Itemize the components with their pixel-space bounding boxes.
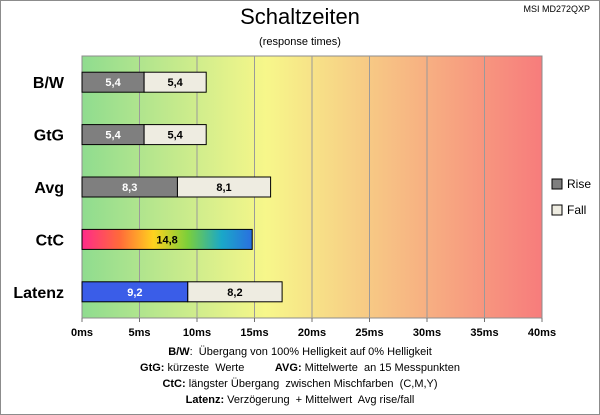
data-label: 14,8 [156, 234, 177, 246]
category-label: CtC [36, 232, 65, 249]
category-label: Avg [34, 180, 64, 197]
category-label: Latenz [13, 285, 64, 302]
x-tick-label: 0ms [71, 327, 93, 339]
data-label: 5,4 [168, 77, 184, 89]
footnote-text: Verzögerung + Mittelwert Avg rise/fall [224, 394, 415, 406]
legend-swatch-rise [551, 178, 563, 190]
footnote-gtg-avg: GtG: kürzeste Werte AVG: Mittelwerte an … [0, 360, 600, 376]
data-label: 5,4 [105, 77, 121, 89]
footnote-key: B/W [168, 346, 190, 358]
data-label: 5,4 [168, 130, 184, 142]
footnote-key: Latenz: [185, 394, 225, 406]
x-tick-label: 40ms [528, 327, 556, 339]
x-tick-label: 35ms [470, 327, 498, 339]
legend-label-fall: Fall [567, 203, 586, 217]
footnote-text: Mittelwerte an 15 Messpunkten [301, 362, 460, 374]
x-tick-label: 25ms [355, 327, 383, 339]
x-tick-label: 5ms [128, 327, 150, 339]
footnote-key: AVG: [274, 362, 302, 374]
x-tick-label: 15ms [240, 327, 268, 339]
legend-swatch-fall [551, 204, 563, 216]
data-label: 5,4 [105, 130, 121, 142]
chart-subtitle: (response times) [259, 36, 341, 48]
data-label: 9,2 [127, 287, 142, 299]
footnote-key: GtG: [140, 362, 165, 374]
bar-rise-ctc [81, 228, 253, 250]
response-time-chart: 5,4 5,4 5,4 5,4 8,3 8,1 14,8 9,2 8,2 0ms 5ms 10ms 1… [13, 55, 591, 339]
legend-label-rise: Rise [567, 177, 591, 191]
footnote-text: kürzeste Werte [164, 362, 275, 374]
category-label: B/W [33, 75, 65, 92]
footnote-ctc: CtC: längster Übergang zwischen Mischfar… [0, 376, 600, 392]
x-tick-label: 10ms [183, 327, 211, 339]
bar-fall-bw [143, 71, 207, 93]
model-label: MSI MD272QXP [523, 4, 590, 14]
footnote-text: längster Übergang zwischen Mischfarben (… [185, 378, 438, 390]
category-label: GtG [34, 128, 64, 145]
bar-fall-latenz [187, 281, 283, 303]
footnote-key: CtC: [162, 378, 186, 390]
footnote-text: : Übergang von 100% Helligkeit auf 0% He… [189, 346, 432, 358]
data-label: 8,3 [122, 182, 137, 194]
x-tick-label: 20ms [298, 327, 326, 339]
data-label: 8,2 [227, 287, 242, 299]
footnote-latenz: Latenz: Verzögerung + Mittelwert Avg ris… [0, 392, 600, 408]
x-tick-label: 30ms [413, 327, 441, 339]
chart-title: Schaltzeiten [240, 4, 360, 29]
footnotes: B/W: Übergang von 100% Helligkeit auf 0%… [0, 344, 600, 408]
bar-fall-avg [176, 176, 272, 198]
bar-fall-gtg [143, 124, 207, 146]
data-label: 8,1 [216, 182, 231, 194]
footnote-bw: B/W: Übergang von 100% Helligkeit auf 0%… [0, 344, 600, 360]
